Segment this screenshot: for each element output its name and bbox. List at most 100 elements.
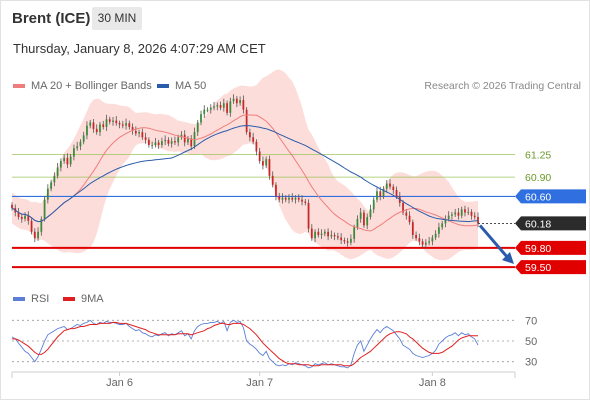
level-tag-2: 60.60 bbox=[515, 189, 586, 204]
candle-body bbox=[147, 139, 150, 145]
candle bbox=[392, 184, 395, 194]
candle-body bbox=[33, 231, 36, 239]
candle bbox=[304, 199, 307, 206]
candle-body bbox=[99, 124, 101, 133]
candle-body bbox=[460, 209, 463, 216]
bollinger-label: MA 20 + Bollinger Bands bbox=[31, 80, 152, 92]
candle bbox=[40, 216, 43, 236]
candle bbox=[33, 228, 36, 243]
candle bbox=[271, 171, 274, 188]
candle-body bbox=[248, 132, 251, 138]
candle-body bbox=[226, 103, 228, 113]
candle bbox=[428, 236, 431, 246]
candle-body bbox=[421, 241, 424, 245]
candle-body bbox=[428, 241, 431, 243]
candle-body bbox=[190, 138, 193, 147]
candle-body bbox=[438, 227, 440, 234]
candle bbox=[327, 228, 329, 241]
candle-body bbox=[336, 236, 339, 238]
candle-body bbox=[40, 218, 43, 232]
candle-body bbox=[219, 105, 222, 108]
ma50-line bbox=[11, 125, 479, 223]
candle-body bbox=[144, 137, 147, 140]
candle bbox=[66, 153, 69, 169]
candle bbox=[187, 136, 189, 145]
candle bbox=[473, 212, 476, 220]
candle bbox=[180, 131, 183, 140]
candle bbox=[128, 120, 131, 130]
candle bbox=[154, 137, 157, 148]
candle bbox=[20, 214, 23, 223]
rsi-tick-label: 70 bbox=[525, 315, 537, 327]
candle bbox=[164, 135, 167, 145]
candle-body bbox=[457, 212, 460, 216]
candle-body bbox=[356, 218, 359, 228]
candle-body bbox=[317, 231, 320, 235]
candle-body bbox=[66, 157, 69, 165]
candle bbox=[82, 131, 85, 145]
candle bbox=[161, 137, 163, 148]
candle-body bbox=[252, 137, 255, 142]
candle-body bbox=[454, 212, 457, 215]
candle bbox=[30, 218, 33, 235]
candle-body bbox=[275, 184, 277, 197]
candle-body bbox=[441, 223, 444, 228]
ma20-line bbox=[11, 114, 479, 232]
candle bbox=[235, 96, 238, 108]
candle-body bbox=[265, 159, 268, 166]
candle bbox=[105, 114, 108, 131]
candle-body bbox=[151, 145, 154, 146]
rsi-label: RSI bbox=[31, 293, 50, 305]
candle-body bbox=[59, 161, 62, 168]
candle-body bbox=[320, 233, 323, 235]
candle-body bbox=[222, 103, 225, 108]
candle-body bbox=[125, 123, 127, 126]
candle bbox=[63, 154, 66, 164]
interval-button[interactable]: 30 MIN bbox=[92, 7, 142, 30]
candle-body bbox=[304, 201, 307, 203]
candle bbox=[213, 101, 215, 111]
candle bbox=[454, 208, 457, 217]
candle bbox=[451, 211, 453, 220]
candle bbox=[255, 139, 258, 156]
candle-body bbox=[235, 98, 238, 104]
candle-body bbox=[108, 119, 111, 122]
last-price-label: 60.18 bbox=[525, 218, 551, 230]
candle-body bbox=[323, 231, 326, 234]
candle bbox=[56, 163, 59, 179]
candle bbox=[190, 135, 193, 151]
candle bbox=[333, 232, 336, 241]
candle-body bbox=[102, 124, 105, 127]
candle bbox=[278, 192, 281, 203]
candle bbox=[408, 211, 411, 225]
candle-body bbox=[180, 134, 183, 138]
candle bbox=[252, 132, 255, 145]
candle bbox=[343, 237, 346, 244]
candle bbox=[353, 224, 356, 243]
candle-body bbox=[183, 134, 186, 143]
rsi-swatch bbox=[13, 297, 25, 302]
candle bbox=[108, 116, 111, 125]
candle bbox=[369, 204, 372, 220]
candle bbox=[336, 232, 339, 241]
candle-body bbox=[164, 139, 167, 142]
candle-body bbox=[76, 146, 79, 149]
candle-body bbox=[385, 183, 388, 189]
candle-body bbox=[281, 197, 284, 200]
candle-body bbox=[408, 215, 411, 223]
candle bbox=[275, 182, 277, 201]
candle bbox=[24, 212, 26, 222]
candle bbox=[460, 206, 463, 219]
candle bbox=[258, 147, 261, 164]
candle bbox=[37, 227, 39, 241]
candle bbox=[297, 194, 300, 203]
candle bbox=[262, 156, 264, 170]
candle-body bbox=[327, 231, 329, 237]
candle bbox=[151, 141, 154, 149]
candle bbox=[167, 137, 170, 147]
candle-body bbox=[69, 156, 72, 165]
candle bbox=[457, 208, 460, 220]
candle bbox=[99, 121, 101, 136]
candle-body bbox=[17, 212, 20, 217]
